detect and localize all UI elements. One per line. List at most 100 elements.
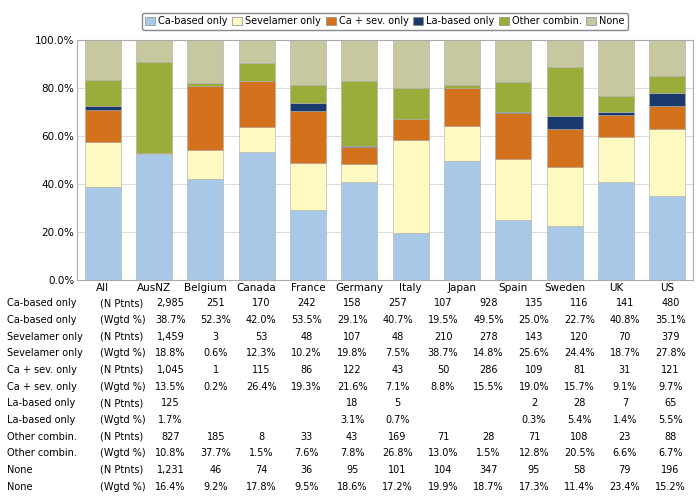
Bar bbox=[393, 140, 428, 233]
Bar bbox=[290, 84, 326, 103]
Text: 170: 170 bbox=[252, 298, 270, 308]
Text: None: None bbox=[7, 482, 32, 492]
Text: 95: 95 bbox=[346, 465, 358, 475]
Bar bbox=[598, 112, 634, 116]
Bar bbox=[496, 112, 531, 113]
Text: 40.8%: 40.8% bbox=[610, 315, 640, 325]
Text: 278: 278 bbox=[480, 332, 498, 342]
Text: 23.4%: 23.4% bbox=[610, 482, 640, 492]
Bar bbox=[290, 40, 326, 84]
Text: 12.8%: 12.8% bbox=[519, 448, 550, 458]
Text: 48: 48 bbox=[391, 332, 404, 342]
Text: 19.9%: 19.9% bbox=[428, 482, 458, 492]
Bar bbox=[496, 113, 531, 158]
Text: Other combin.: Other combin. bbox=[7, 432, 77, 442]
Text: La-based only: La-based only bbox=[7, 398, 76, 408]
Bar bbox=[547, 67, 582, 116]
Bar bbox=[188, 179, 223, 280]
Text: 2: 2 bbox=[531, 398, 537, 408]
Text: 3: 3 bbox=[213, 332, 219, 342]
Bar bbox=[444, 161, 480, 280]
Text: 8: 8 bbox=[258, 432, 265, 442]
Bar bbox=[496, 158, 531, 220]
Text: 17.3%: 17.3% bbox=[519, 482, 550, 492]
Text: 14.8%: 14.8% bbox=[473, 348, 504, 358]
Text: Sevelamer only: Sevelamer only bbox=[7, 332, 83, 342]
Text: 107: 107 bbox=[343, 332, 361, 342]
Bar bbox=[444, 126, 480, 161]
Bar bbox=[342, 146, 377, 148]
Bar bbox=[342, 40, 377, 82]
Text: 116: 116 bbox=[570, 298, 589, 308]
Text: 3.1%: 3.1% bbox=[340, 415, 364, 425]
Text: 25.6%: 25.6% bbox=[519, 348, 550, 358]
Bar bbox=[393, 88, 428, 119]
Text: 53.5%: 53.5% bbox=[291, 315, 322, 325]
Text: 0.3%: 0.3% bbox=[522, 415, 546, 425]
Text: Other combin.: Other combin. bbox=[7, 448, 77, 458]
Bar bbox=[598, 182, 634, 280]
Text: 125: 125 bbox=[161, 398, 180, 408]
Bar bbox=[547, 167, 582, 226]
Bar bbox=[188, 40, 223, 82]
Text: 196: 196 bbox=[661, 465, 680, 475]
Text: 21.6%: 21.6% bbox=[337, 382, 368, 392]
Text: 24.4%: 24.4% bbox=[564, 348, 595, 358]
Text: 121: 121 bbox=[661, 365, 680, 375]
Bar bbox=[444, 85, 480, 88]
Text: 158: 158 bbox=[343, 298, 361, 308]
Text: 28: 28 bbox=[482, 432, 495, 442]
Text: 143: 143 bbox=[525, 332, 543, 342]
Text: 19.0%: 19.0% bbox=[519, 382, 550, 392]
Text: 115: 115 bbox=[252, 365, 270, 375]
Bar bbox=[598, 40, 634, 96]
Text: 22.7%: 22.7% bbox=[564, 315, 595, 325]
Text: 1.5%: 1.5% bbox=[249, 448, 274, 458]
Text: 23: 23 bbox=[619, 432, 631, 442]
Text: 7.1%: 7.1% bbox=[385, 382, 410, 392]
Text: 9.7%: 9.7% bbox=[658, 382, 682, 392]
Text: 6.6%: 6.6% bbox=[612, 448, 637, 458]
Text: 827: 827 bbox=[161, 432, 180, 442]
Bar bbox=[239, 152, 274, 280]
Bar bbox=[496, 220, 531, 280]
Text: 70: 70 bbox=[619, 332, 631, 342]
Bar bbox=[290, 111, 326, 162]
Bar bbox=[598, 96, 634, 112]
Text: 1,459: 1,459 bbox=[157, 332, 184, 342]
Bar bbox=[239, 81, 274, 127]
Bar bbox=[342, 164, 377, 182]
Text: 141: 141 bbox=[615, 298, 634, 308]
Bar bbox=[85, 106, 120, 110]
Text: (Wgtd %): (Wgtd %) bbox=[99, 348, 145, 358]
Text: None: None bbox=[7, 465, 32, 475]
Text: La-based only: La-based only bbox=[7, 415, 76, 425]
Text: 19.5%: 19.5% bbox=[428, 315, 458, 325]
Text: (N Ptnts): (N Ptnts) bbox=[99, 398, 143, 408]
Text: 15.2%: 15.2% bbox=[655, 482, 686, 492]
Bar bbox=[598, 116, 634, 137]
Bar bbox=[444, 40, 480, 85]
Text: 18: 18 bbox=[346, 398, 358, 408]
Text: 120: 120 bbox=[570, 332, 589, 342]
Bar bbox=[393, 233, 428, 280]
Text: Ca-based only: Ca-based only bbox=[7, 315, 76, 325]
Text: 17.8%: 17.8% bbox=[246, 482, 276, 492]
Bar bbox=[342, 182, 377, 280]
Text: 379: 379 bbox=[661, 332, 680, 342]
Text: 9.2%: 9.2% bbox=[204, 482, 228, 492]
Text: 7.8%: 7.8% bbox=[340, 448, 365, 458]
Text: 1.4%: 1.4% bbox=[612, 415, 637, 425]
Text: Ca-based only: Ca-based only bbox=[7, 298, 76, 308]
Text: (N Ptnts): (N Ptnts) bbox=[99, 365, 143, 375]
Text: 38.7%: 38.7% bbox=[428, 348, 458, 358]
Bar bbox=[290, 104, 326, 111]
Text: 107: 107 bbox=[434, 298, 452, 308]
Text: 5.4%: 5.4% bbox=[567, 415, 592, 425]
Text: 10.8%: 10.8% bbox=[155, 448, 186, 458]
Bar bbox=[239, 62, 274, 81]
Text: 101: 101 bbox=[389, 465, 407, 475]
Text: 37.7%: 37.7% bbox=[200, 448, 231, 458]
Text: 347: 347 bbox=[480, 465, 498, 475]
Text: 26.4%: 26.4% bbox=[246, 382, 276, 392]
